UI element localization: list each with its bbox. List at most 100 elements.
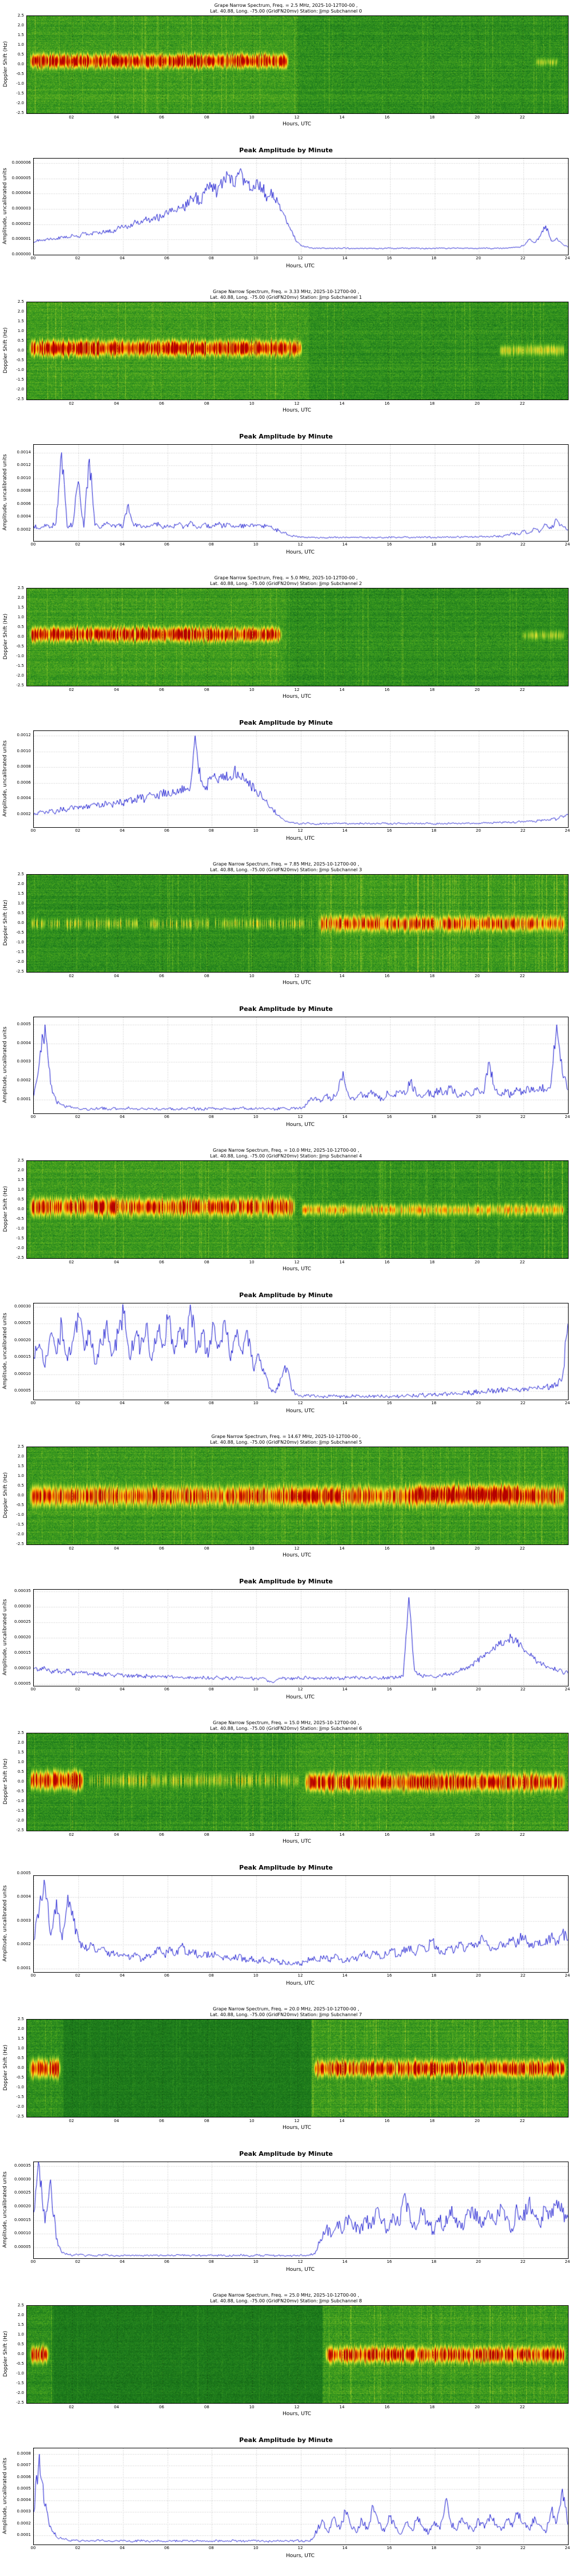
y-tick-label: 2.0 bbox=[17, 595, 24, 600]
y-tick-label: -2.0 bbox=[16, 1532, 24, 1536]
spectrum-subtitle: Lat. 40.88, Long. -75.00 (GridFN20mv) St… bbox=[210, 295, 362, 300]
x-tick-label: 10 bbox=[249, 115, 255, 120]
y-tick-label: 0.0012 bbox=[17, 463, 31, 468]
x-tick-label: 02 bbox=[75, 1687, 81, 1692]
x-tick-label: 08 bbox=[208, 1401, 214, 1405]
x-tick-label: 16 bbox=[384, 1832, 390, 1837]
x-tick-label: 20 bbox=[475, 2259, 481, 2264]
y-tick-label: -2.0 bbox=[16, 2391, 24, 2395]
y-tick-label: 1.5 bbox=[17, 1750, 24, 1755]
y-tick-label: 0.000004 bbox=[11, 191, 31, 196]
x-tick-label: 20 bbox=[475, 2546, 481, 2550]
y-tick-label: -1.5 bbox=[16, 2095, 24, 2099]
x-tick-label: 18 bbox=[430, 1260, 435, 1265]
y-tick-label: -1.5 bbox=[16, 663, 24, 668]
x-tick-label: 22 bbox=[519, 1832, 525, 1837]
amplitude-chart-title: Peak Amplitude by Minute bbox=[239, 1005, 333, 1013]
x-tick-label: 14 bbox=[339, 1260, 345, 1265]
y-tick-label: 0.0005 bbox=[17, 1870, 31, 1875]
y-tick-label: 0.0 bbox=[17, 920, 24, 925]
y-tick-label: 0.5 bbox=[17, 2056, 24, 2060]
x-axis-label: Hours, UTC bbox=[286, 263, 315, 269]
x-tick-label: 06 bbox=[164, 1115, 169, 1119]
x-tick-label: 00 bbox=[30, 1687, 36, 1692]
x-tick-label: 06 bbox=[159, 688, 164, 692]
y-tick-label: 0.0007 bbox=[17, 2463, 31, 2468]
x-tick-label: 10 bbox=[253, 1115, 259, 1119]
y-tick-label: -2.0 bbox=[16, 101, 24, 105]
x-tick-label: 20 bbox=[475, 828, 481, 833]
x-axis-label: Hours, UTC bbox=[283, 121, 311, 127]
y-tick-label: 0.0008 bbox=[17, 2451, 31, 2456]
chart-block-9: Peak Amplitude by Minute Amplitude, uncal… bbox=[0, 1288, 572, 1431]
spectrum-title: Grape Narrow Spectrum, Freq. = 20.0 MHz,… bbox=[213, 2006, 359, 2012]
x-tick-label: 10 bbox=[253, 1973, 259, 1978]
x-tick-label: 02 bbox=[75, 256, 81, 260]
x-tick-label: 16 bbox=[384, 115, 390, 120]
x-tick-label: 08 bbox=[204, 1260, 209, 1265]
spectrum-title: Grape Narrow Spectrum, Freq. = 10.0 MHz,… bbox=[213, 1148, 359, 1153]
y-tick-label: 0.00030 bbox=[14, 1603, 31, 1609]
amplitude-chart-title: Peak Amplitude by Minute bbox=[239, 1864, 333, 1871]
y-tick-label: 0.5 bbox=[17, 1197, 24, 1202]
y-tick-label: 0.0002 bbox=[17, 811, 31, 816]
x-tick-label: 04 bbox=[114, 401, 120, 406]
y-tick-label: -2.5 bbox=[16, 1542, 24, 1546]
y-tick-label: 0.000003 bbox=[11, 206, 31, 211]
x-tick-label: 06 bbox=[164, 2546, 169, 2550]
x-tick-label: 08 bbox=[204, 401, 209, 406]
x-tick-label: 08 bbox=[208, 1115, 214, 1119]
x-tick-label: 16 bbox=[387, 1401, 392, 1405]
y-tick-label: 0.00010 bbox=[14, 1371, 31, 1376]
x-tick-label: 14 bbox=[339, 115, 345, 120]
x-tick-label: 14 bbox=[339, 2405, 345, 2409]
x-tick-label: 22 bbox=[520, 1973, 526, 1978]
y-tick-label: 0.5 bbox=[17, 2342, 24, 2346]
x-axis-label: Hours, UTC bbox=[286, 1981, 315, 1986]
y-tick-label: 1.5 bbox=[17, 891, 24, 896]
y-tick-label: -2.0 bbox=[16, 387, 24, 392]
x-tick-label: 12 bbox=[297, 1687, 303, 1692]
amplitude-plot-area bbox=[33, 730, 569, 828]
x-tick-label: 20 bbox=[475, 1115, 481, 1119]
y-tick-label: -0.5 bbox=[16, 1216, 24, 1221]
y-tick-label: 0.00025 bbox=[14, 2190, 31, 2195]
x-tick-label: 18 bbox=[430, 2119, 435, 2123]
x-tick-label: 16 bbox=[384, 2405, 390, 2409]
x-tick-label: 14 bbox=[339, 1832, 345, 1837]
x-tick-label: 14 bbox=[339, 1546, 345, 1551]
x-tick-label: 16 bbox=[387, 2546, 392, 2550]
y-tick-label: -2.0 bbox=[16, 1818, 24, 1823]
x-tick-label: 14 bbox=[342, 2259, 348, 2264]
x-tick-label: 20 bbox=[475, 1401, 481, 1405]
y-tick-label: 0.0 bbox=[17, 2065, 24, 2070]
y-tick-label: 2.0 bbox=[17, 2026, 24, 2031]
y-tick-label: -2.5 bbox=[16, 1255, 24, 1260]
y-tick-label: 0.000000 bbox=[11, 252, 31, 256]
x-tick-label: 10 bbox=[249, 1832, 255, 1837]
x-tick-label: 02 bbox=[69, 401, 74, 406]
spectrogram-canvas bbox=[27, 302, 568, 400]
x-tick-label: 00 bbox=[30, 1401, 36, 1405]
chart-block-4: Grape Narrow Spectrum, Freq. = 5.0 MHz, … bbox=[0, 572, 572, 716]
x-tick-label: 00 bbox=[30, 542, 36, 547]
y-tick-label: 0.00025 bbox=[14, 1619, 31, 1624]
y-tick-label: -1.5 bbox=[16, 1522, 24, 1527]
x-tick-label: 20 bbox=[474, 115, 480, 120]
x-tick-label: 20 bbox=[474, 1546, 480, 1551]
y-tick-label: 0.0004 bbox=[17, 796, 31, 801]
y-tick-label: 1.0 bbox=[17, 329, 24, 333]
x-tick-label: 04 bbox=[120, 2546, 125, 2550]
x-tick-label: 18 bbox=[431, 1973, 436, 1978]
x-tick-label: 22 bbox=[520, 542, 526, 547]
y-tick-label: 1.0 bbox=[17, 1760, 24, 1764]
x-tick-label: 14 bbox=[342, 1115, 348, 1119]
spectrogram-plot-area bbox=[26, 1733, 569, 1831]
x-tick-label: 12 bbox=[294, 974, 300, 978]
x-axis-label: Hours, UTC bbox=[286, 836, 315, 841]
x-tick-label: 22 bbox=[520, 2546, 526, 2550]
chart-block-3: Peak Amplitude by Minute Amplitude, uncal… bbox=[0, 429, 572, 572]
y-tick-label: -1.0 bbox=[16, 368, 24, 372]
x-tick-label: 00 bbox=[30, 1115, 36, 1119]
